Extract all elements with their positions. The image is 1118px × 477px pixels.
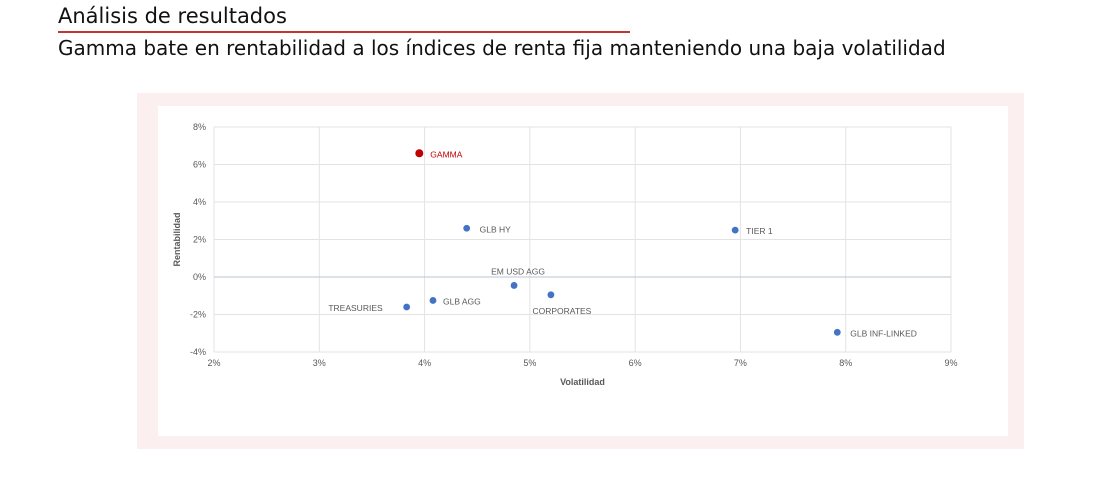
point-label: GLB HY — [480, 224, 512, 234]
data-point-corporates — [547, 291, 555, 299]
x-tick-label: 7% — [734, 358, 747, 368]
x-tick-label: 5% — [523, 358, 536, 368]
chart-panel — [158, 106, 1008, 436]
y-tick-label: 2% — [193, 235, 206, 245]
y-tick-label: -2% — [190, 310, 206, 320]
page-subtitle: Gamma bate en rentabilidad a los índices… — [58, 36, 946, 60]
data-point-em-usd-agg — [510, 282, 518, 289]
x-tick-label: 6% — [629, 358, 642, 368]
point-label: GLB INF-LINKED — [850, 328, 917, 338]
point-label: CORPORATES — [532, 306, 591, 316]
point-label: TIER 1 — [746, 226, 773, 236]
data-point-treasuries — [403, 303, 411, 311]
point-label: GAMMA — [430, 149, 462, 159]
title-underline — [58, 31, 630, 33]
data-point-glb-agg — [429, 297, 437, 304]
y-tick-label: -4% — [190, 347, 206, 357]
point-label: TREASURIES — [328, 303, 383, 313]
y-tick-label: 4% — [193, 197, 206, 207]
chart-grid — [213, 126, 952, 353]
chart-ticks: 2% 3% 4% 5% 6% 7% 8% 9% 8% 6% 4% 2% 0% -2% -4% — [190, 122, 958, 368]
x-axis-title: Volatilidad — [560, 377, 605, 387]
chart-points: GAMMA GLB HY TIER 1 EM USD AGG CORPORATES GLB… — [328, 149, 917, 338]
y-tick-label: 8% — [193, 122, 206, 132]
y-tick-label: 6% — [193, 160, 206, 170]
x-tick-label: 4% — [418, 358, 431, 368]
x-tick-label: 9% — [944, 358, 957, 368]
point-label: EM USD AGG — [491, 266, 545, 276]
data-point-glb-hy — [463, 224, 471, 232]
x-tick-label: 8% — [839, 358, 852, 368]
data-point-tier-1 — [731, 226, 739, 234]
x-tick-label: 3% — [313, 358, 326, 368]
y-tick-label: 0% — [193, 272, 206, 282]
x-tick-label: 2% — [207, 358, 220, 368]
data-point-gamma — [415, 149, 424, 158]
point-label: GLB AGG — [443, 296, 481, 306]
data-point-glb-inf-linked — [833, 328, 841, 336]
page-title: Análisis de resultados — [58, 4, 287, 28]
y-axis-title: Rentabilidad — [172, 212, 182, 266]
